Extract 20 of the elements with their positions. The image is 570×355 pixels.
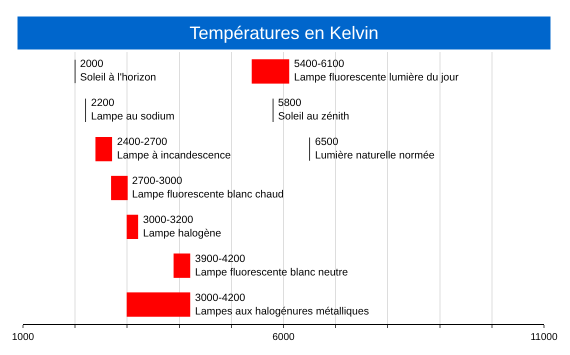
bar [126,292,190,317]
bar [111,176,128,200]
data-label: 2400-2700 Lampe à incandescence [117,136,231,162]
chart-title: Températures en Kelvin [189,23,379,43]
bar [252,59,290,84]
data-label: 3000-3200 Lampe halogène [143,214,222,240]
data-label: 2000 Soleil à l'horizon [80,58,156,84]
x-tick-label: 1000 [12,332,35,343]
data-label: 6500 Lumière naturelle normée [315,136,435,162]
data-label: 2200 Lampe au sodium [91,97,175,123]
x-tick-label: 6000 [272,332,296,343]
data-label: 3900-4200 Lampe fluorescente blanc neutre [195,253,348,279]
data-label: 5800 Soleil au zénith [278,97,350,123]
bar [126,214,138,240]
x-tick-label: 11000 [530,332,558,343]
data-label: 3000-4200 Lampes aux halogénures métalliques [195,292,369,318]
data-label: 2700-3000 Lampe fluorescente blanc chaud [132,175,284,201]
bar [95,136,112,162]
bar [174,254,190,278]
data-label: 5400-6100 Lampe fluorescente lumière du jour [294,58,460,84]
